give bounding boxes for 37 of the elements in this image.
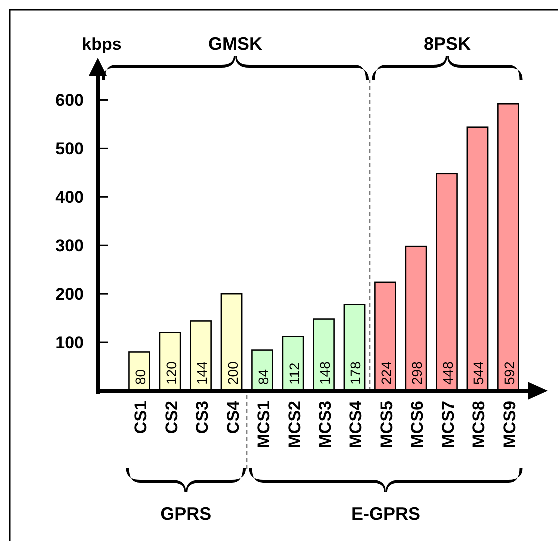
- x-tick-label: MCS9: [500, 401, 520, 448]
- data-label: 592: [501, 361, 518, 385]
- y-tick-label: 300: [56, 236, 84, 256]
- text: 8PSK: [424, 34, 471, 54]
- data-label: 148: [317, 361, 333, 385]
- x-tick-label: MCS6: [408, 401, 428, 448]
- x-tick-label: CS4: [224, 400, 243, 434]
- data-label: 298: [409, 361, 426, 385]
- data-label: 112: [286, 362, 302, 385]
- data-label: 80: [132, 369, 149, 385]
- x-tick-label: MCS3: [316, 401, 335, 448]
- y-tick-label: 600: [56, 91, 84, 110]
- x-tick-label: CS3: [193, 401, 212, 434]
- x-tick-label: MCS4: [346, 400, 366, 448]
- data-label: 544: [470, 361, 487, 385]
- data-label: 448: [440, 361, 456, 385]
- y-axis-title: kbps: [82, 35, 122, 54]
- x-tick-label: MCS7: [438, 401, 458, 448]
- x-tick-label: MCS8: [470, 401, 489, 448]
- y-tick-label: 200: [56, 285, 84, 304]
- text: GPRS: [160, 504, 212, 524]
- data-label: 224: [378, 361, 394, 385]
- text: E-GPRS: [351, 504, 420, 524]
- data-label: 200: [224, 361, 241, 385]
- y-tick-label: 500: [56, 140, 84, 159]
- text: GMSK: [208, 34, 263, 54]
- data-label: 84: [256, 369, 272, 385]
- x-tick-label: CS2: [162, 401, 182, 434]
- x-tick-label: CS1: [132, 401, 151, 434]
- x-tick-label: MCS5: [377, 401, 396, 448]
- y-tick-label: 400: [56, 188, 84, 208]
- data-label: 144: [194, 361, 210, 385]
- x-tick-label: MCS1: [254, 401, 274, 448]
- data-label: 120: [163, 361, 180, 385]
- x-tick-label: MCS2: [285, 401, 304, 448]
- y-tick-label: 100: [56, 333, 84, 352]
- data-label: 178: [348, 361, 364, 385]
